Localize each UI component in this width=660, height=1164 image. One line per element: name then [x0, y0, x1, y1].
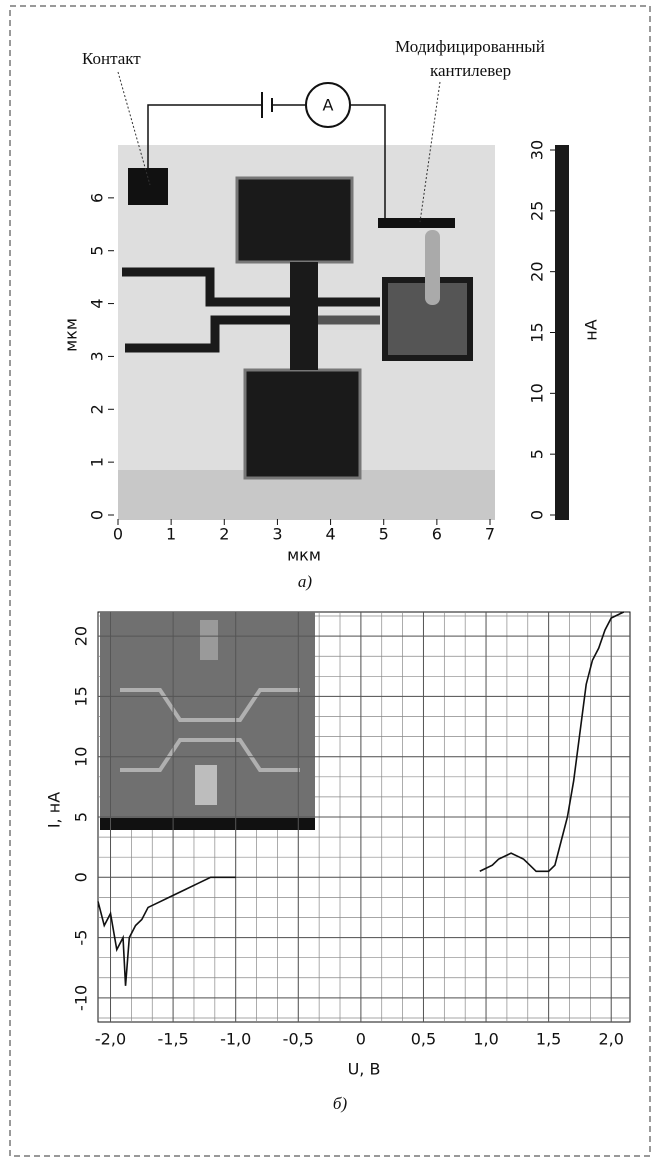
- colorbar-tick-label: 5: [528, 449, 547, 459]
- x-tick-label: 1,5: [536, 1030, 561, 1049]
- y-tick-label: 5: [88, 246, 107, 256]
- x-tick-label: -1,0: [220, 1030, 251, 1049]
- colorbar-tick-label: 0: [528, 510, 547, 520]
- x-tick-label: 0: [356, 1030, 366, 1049]
- current-map: [118, 72, 569, 520]
- colorbar-tick-label: 10: [528, 383, 547, 403]
- y-tick-label: 3: [88, 351, 107, 361]
- y-tick-label: 2: [88, 404, 107, 414]
- y-axis-label: мкм: [62, 318, 81, 352]
- caption: б): [333, 1094, 348, 1113]
- annotation: Контакт: [82, 49, 141, 68]
- x-tick-label: 1,0: [473, 1030, 498, 1049]
- figure: 0 1 2 3 4 5 6 7 0 1 2 3 4 5 6 мкм мкм а) 0 5 10 15 20 25 30 нА Кон…: [0, 0, 660, 1164]
- page: 0 1 2 3 4 5 6 7 0 1 2 3 4 5 6 мкм мкм а) 0 5 10 15 20 25 30 нА Кон…: [0, 0, 660, 1164]
- x-tick-label: 5: [379, 525, 389, 544]
- x-tick-label: 0,5: [411, 1030, 436, 1049]
- x-tick-label: 3: [272, 525, 282, 544]
- y-tick-label: 20: [72, 626, 91, 646]
- y-tick-label: -10: [72, 985, 91, 1011]
- y-tick-label: -5: [72, 930, 91, 946]
- x-tick-label: -0,5: [283, 1030, 314, 1049]
- x-tick-label: 7: [485, 525, 495, 544]
- colorbar-tick-label: 15: [528, 322, 547, 342]
- colorbar-tick-label: 25: [528, 201, 547, 221]
- annotation: A: [323, 96, 334, 115]
- x-tick-label: 1: [166, 525, 176, 544]
- x-axis-label: U, В: [348, 1060, 381, 1079]
- annotation: кантилевер: [430, 61, 511, 80]
- y-tick-label: 4: [88, 298, 107, 308]
- colorbar-tick-label: 30: [528, 140, 547, 160]
- y-axis-label: I, нА: [45, 792, 64, 828]
- colorbar-label: нА: [582, 319, 601, 340]
- y-tick-label: 0: [72, 872, 91, 882]
- x-tick-label: -1,5: [157, 1030, 188, 1049]
- x-tick-label: 6: [432, 525, 442, 544]
- x-tick-label: 2,0: [598, 1030, 623, 1049]
- x-tick-label: 4: [325, 525, 335, 544]
- x-tick-label: 0: [113, 525, 123, 544]
- x-axis-label: мкм: [287, 546, 321, 565]
- colorbar-tick-label: 20: [528, 261, 547, 281]
- y-tick-label: 10: [72, 747, 91, 767]
- y-tick-label: 15: [72, 686, 91, 706]
- y-tick-label: 1: [88, 457, 107, 467]
- y-tick-label: 0: [88, 510, 107, 520]
- annotation: Модифицированный: [395, 37, 545, 56]
- x-tick-label: -2,0: [95, 1030, 126, 1049]
- y-tick-label: 5: [72, 812, 91, 822]
- x-tick-label: 2: [219, 525, 229, 544]
- caption: а): [298, 572, 313, 591]
- sem-inset: [100, 612, 315, 830]
- y-tick-label: 6: [88, 193, 107, 203]
